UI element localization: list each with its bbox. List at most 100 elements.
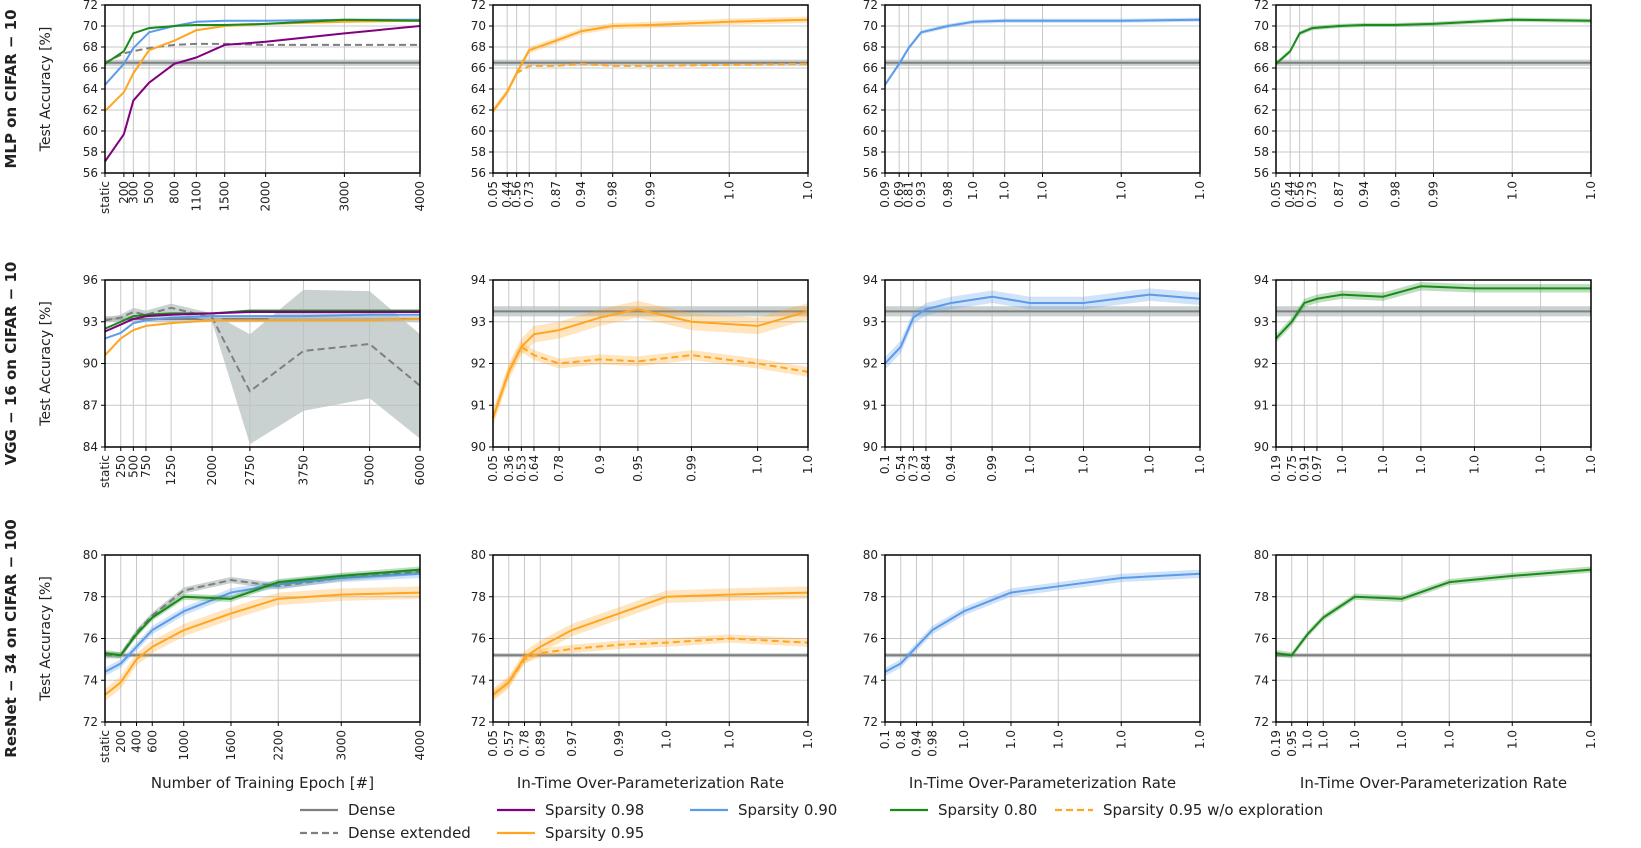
- x-tick-label: 0.19: [1269, 455, 1283, 482]
- x-tick-label: 2000: [259, 181, 273, 212]
- x-tick-label: 0.9: [593, 455, 607, 474]
- plot-frame: [884, 554, 1201, 723]
- x-tick-label: 1.0: [1584, 181, 1598, 200]
- x-tick-label: 0.75: [1285, 455, 1299, 482]
- x-tick-label: 0.57: [502, 730, 516, 757]
- row-title: MLP on CIFAR − 10: [2, 9, 20, 168]
- y-tick-label: 60: [83, 124, 98, 138]
- y-tick-label: 78: [1254, 590, 1269, 604]
- series-line-1: [492, 345, 809, 419]
- series-band-2: [105, 586, 420, 702]
- x-tick-label: 800: [167, 181, 181, 204]
- y-tick-label: 56: [471, 166, 486, 180]
- y-tick-label: 60: [1254, 124, 1269, 138]
- x-tick-label: 1.0: [1076, 455, 1090, 474]
- y-tick-label: 78: [471, 590, 486, 604]
- x-tick-label: 4000: [413, 181, 427, 212]
- x-tick-label: 0.97: [565, 730, 579, 757]
- x-tick-label: 1.0: [1023, 455, 1037, 474]
- x-tick-label: 1.0: [801, 181, 815, 200]
- x-tick-label: 200: [114, 730, 128, 753]
- x-tick-label: 1100: [189, 181, 203, 212]
- x-tick-label: 1.0: [1534, 455, 1548, 474]
- x-tick-label: 1.0: [998, 181, 1012, 200]
- series-band-4: [105, 566, 420, 659]
- x-tick-label: 0.99: [644, 181, 658, 208]
- x-tick-label: 1.0: [722, 730, 736, 749]
- x-tick-label: 0.44: [500, 181, 514, 208]
- series-line-1: [1275, 568, 1592, 657]
- x-tick-label: 0.53: [514, 455, 528, 482]
- row-title: ResNet − 34 on CIFAR − 100: [2, 519, 20, 757]
- x-tick-label: 1.0: [1036, 181, 1050, 200]
- series-line-5: [104, 18, 421, 65]
- panel-mlp-s090: 56 58 60 62 64 66 68 70 72 0.09 0.690.810.93 0.98 1.…: [863, 0, 1207, 208]
- y-tick-label: 68: [1254, 40, 1269, 54]
- y-tick-label: 62: [863, 103, 878, 117]
- plot-frame: [1275, 554, 1592, 723]
- y-tick-label: 76: [863, 632, 878, 646]
- plot-frame: [884, 4, 1201, 174]
- y-tick-label: 60: [471, 124, 486, 138]
- y-tick-label: 94: [471, 273, 486, 287]
- panel-resnet-s095: 72 74 76 78 80 0.05 0.57 0.78 0.89 0.97 0.99 1.0 1.0…: [471, 548, 815, 757]
- series-line-2: [492, 591, 809, 696]
- x-tick-label: 4000: [413, 730, 427, 761]
- y-tick-label: 66: [1254, 61, 1269, 75]
- y-tick-label: 74: [83, 673, 98, 687]
- series-line-3: [104, 19, 421, 112]
- x-tick-label: 400: [130, 730, 144, 753]
- legend-label: Sparsity 0.80: [938, 801, 1037, 819]
- x-tick-label: 0.56: [1293, 181, 1307, 208]
- y-tick-label: 72: [471, 715, 486, 729]
- y-tick-label: 91: [471, 398, 486, 412]
- x-tick-label: 0.05: [486, 181, 500, 208]
- x-tick-label: 0.36: [502, 455, 516, 482]
- series-line-2: [104, 25, 421, 163]
- x-tick-label: 1.0: [1051, 730, 1065, 749]
- y-tick-label: 72: [1254, 715, 1269, 729]
- x-tick-label: 2000: [205, 455, 219, 486]
- x-tick-label: 0.97: [1310, 455, 1324, 482]
- x-tick-label: 1.0: [751, 455, 765, 474]
- x-tick-label: 1.0: [1193, 730, 1207, 749]
- x-tick-label: 3750: [296, 455, 310, 486]
- x-tick-label: 1.0: [1505, 181, 1519, 200]
- series-line-1: [884, 18, 1201, 86]
- series-band-1: [105, 289, 420, 445]
- panel-mlp-s080: 56 58 60 62 64 66 68 70 72 0.05 0.440.560.73 0.87 0.…: [1254, 0, 1598, 208]
- y-tick-label: 90: [863, 440, 878, 454]
- x-tick-label: static: [98, 181, 112, 214]
- plot-frame: [104, 4, 421, 174]
- y-tick-label: 72: [863, 715, 878, 729]
- x-axis-label: In-Time Over-Parameterization Rate: [1300, 774, 1567, 792]
- y-tick-label: 72: [471, 0, 486, 12]
- series-line-1: [884, 572, 1201, 673]
- series-band-1: [1276, 282, 1591, 343]
- plot-frame: [492, 554, 809, 723]
- y-tick-label: 58: [863, 145, 878, 159]
- series-line-1: [884, 293, 1201, 365]
- x-tick-label: 5000: [363, 455, 377, 486]
- x-axis-label: In-Time Over-Parameterization Rate: [517, 774, 784, 792]
- x-tick-label: 1.0: [801, 455, 815, 474]
- y-tick-label: 90: [83, 357, 98, 371]
- y-tick-label: 80: [471, 548, 486, 562]
- legend-item: Sparsity 0.90: [690, 801, 837, 819]
- x-tick-label: 0.05: [1269, 181, 1283, 208]
- x-tick-label: 0.81: [902, 181, 916, 208]
- x-tick-label: 0.94: [1357, 181, 1371, 208]
- x-tick-label: 0.1: [878, 455, 892, 474]
- y-tick-label: 78: [83, 590, 98, 604]
- legend-label: Dense: [348, 801, 395, 819]
- plot-frame: [492, 279, 809, 448]
- series-band-2: [493, 300, 808, 427]
- x-tick-label: 1.0: [1143, 455, 1157, 474]
- plot-frame: [104, 554, 421, 723]
- x-tick-label: 0.09: [878, 181, 892, 208]
- x-tick-label: 1.0: [1376, 455, 1390, 474]
